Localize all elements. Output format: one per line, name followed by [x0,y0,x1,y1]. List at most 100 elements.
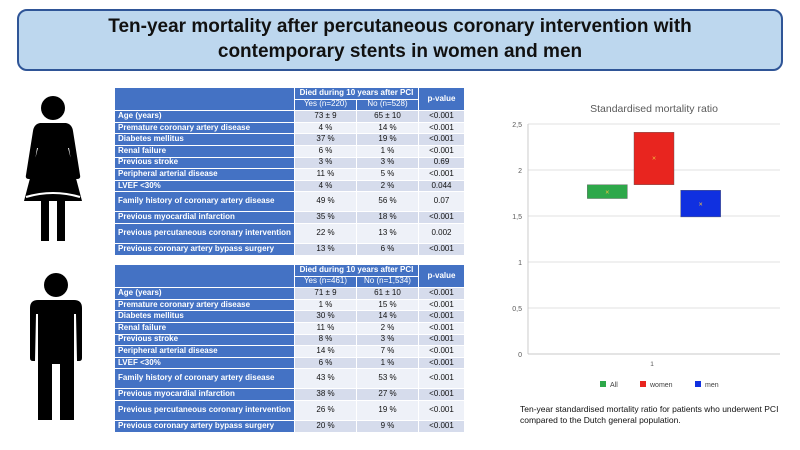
women-no-value: 18 % [356,211,419,224]
women-row-label: Renal failure [114,144,295,158]
mean-marker-women: × [652,156,656,163]
women-yes-value: 4 % [294,179,357,193]
women-no-header: No (n=528) [356,98,419,112]
men-table-row: Premature coronary artery disease 1 % 15 %… [114,298,465,312]
men-table-row: LVEF <30% 6 % 1 % <0.001 [114,356,465,370]
men-table-row: Diabetes mellitus 30 % 14 % <0.001 [114,310,465,323]
women-no-value: 19 % [356,133,419,146]
women-table-row: LVEF <30% 4 % 2 % 0.044 [114,179,465,193]
men-table-row: Previous myocardial infarction 38 % 27 % <0… [114,388,465,401]
women-table-row: Age (years) 73 ± 9 65 ± 10 <0.001 [114,110,465,123]
box-all [587,184,628,199]
men-table-row: Peripheral arterial disease 14 % 7 % <0.001 [114,345,465,358]
women-table-row: Premature coronary artery disease 4 % 14 %… [114,121,465,135]
women-p-value: <0.001 [418,121,465,135]
women-yes-value: 13 % [294,242,357,256]
men-yes-value: 11 % [294,321,357,335]
women-row-label: Previous stroke [114,156,295,170]
men-no-value: 9 % [356,419,419,433]
men-yes-header: Yes (n=461) [294,275,357,289]
chart-title: Standardised mortality ratio [590,103,718,115]
men-yes-value: 43 % [294,368,357,390]
women-no-value: 2 % [356,179,419,193]
women-table-row: Diabetes mellitus 37 % 19 % <0.001 [114,133,465,146]
women-pvalue-header: p-value [418,86,465,112]
men-p-value: <0.001 [418,419,465,433]
men-row-label: Family history of coronary artery diseas… [114,368,295,390]
women-p-value: <0.001 [418,133,465,146]
women-p-value: 0.69 [418,156,465,170]
box-men [680,190,721,218]
women-table-row: Previous coronary artery bypass surgery 1… [114,242,465,256]
women-yes-header: Yes (n=220) [294,98,357,112]
women-row-label: Previous percutaneous coronary intervent… [114,222,295,244]
men-p-value: <0.001 [418,345,465,358]
women-yes-value: 3 % [294,156,357,170]
men-yes-value: 30 % [294,310,357,323]
women-no-value: 3 % [356,156,419,170]
men-p-value: <0.001 [418,310,465,323]
women-row-label: Diabetes mellitus [114,133,295,146]
women-p-value: <0.001 [418,110,465,123]
men-no-value: 15 % [356,298,419,312]
men-p-value: <0.001 [418,399,465,421]
women-yes-value: 11 % [294,168,357,181]
men-yes-value: 26 % [294,399,357,421]
women-row-label: Family history of coronary artery diseas… [114,191,295,213]
men-yes-value: 71 ± 9 [294,287,357,300]
women-row-label: Previous myocardial infarction [114,211,295,224]
men-yes-value: 20 % [294,419,357,433]
legend-swatch-women [640,381,646,387]
men-row-label: Renal failure [114,321,295,335]
women-yes-value: 35 % [294,211,357,224]
women-p-value: <0.001 [418,211,465,224]
women-table-row: Previous myocardial infarction 35 % 18 % <0… [114,211,465,224]
women-yes-value: 37 % [294,133,357,146]
man-figure-icon [20,272,92,422]
men-yes-value: 14 % [294,345,357,358]
men-row-label: Age (years) [114,287,295,300]
women-yes-value: 73 ± 9 [294,110,357,123]
men-no-value: 7 % [356,345,419,358]
men-row-label: Diabetes mellitus [114,310,295,323]
y-tick-label: 1,5 [512,214,522,221]
women-p-value: <0.001 [418,242,465,256]
men-p-value: <0.001 [418,333,465,347]
men-row-label: LVEF <30% [114,356,295,370]
men-table-row: Age (years) 71 ± 9 61 ± 10 <0.001 [114,287,465,300]
women-row-label: LVEF <30% [114,179,295,193]
legend-label-all: All [610,382,618,389]
men-no-value: 19 % [356,399,419,421]
men-p-value: <0.001 [418,321,465,335]
men-row-label: Previous stroke [114,333,295,347]
women-row-label: Previous coronary artery bypass surgery [114,242,295,256]
men-group-header: Died during 10 years after PCI [294,264,419,277]
women-p-value: 0.002 [418,222,465,244]
men-table-row: Family history of coronary artery diseas… [114,368,465,390]
legend-swatch-men [695,381,701,387]
men-yes-value: 1 % [294,298,357,312]
legend-label-women: women [649,382,673,389]
men-no-value: 53 % [356,368,419,390]
women-yes-value: 22 % [294,222,357,244]
legend-label-men: men [705,382,719,389]
legend-swatch-all [600,381,606,387]
men-no-value: 3 % [356,333,419,347]
mean-marker-all: × [605,190,609,197]
men-table-row: Previous stroke 8 % 3 % <0.001 [114,333,465,347]
women-yes-value: 6 % [294,144,357,158]
men-row-label: Previous myocardial infarction [114,388,295,401]
women-no-value: 1 % [356,144,419,158]
mean-marker-men: × [699,202,703,209]
women-p-value: <0.001 [418,168,465,181]
women-no-value: 65 ± 10 [356,110,419,123]
women-p-value: <0.001 [418,144,465,158]
women-yes-value: 49 % [294,191,357,213]
y-tick-label: 1 [518,260,522,267]
men-row-label: Previous coronary artery bypass surgery [114,419,295,433]
women-table-corner [114,86,295,112]
men-table-row: Renal failure 11 % 2 % <0.001 [114,321,465,335]
women-group-header: Died during 10 years after PCI [294,87,419,100]
women-table-row: Renal failure 6 % 1 % <0.001 [114,144,465,158]
men-no-header: No (n=1,534) [356,275,419,289]
